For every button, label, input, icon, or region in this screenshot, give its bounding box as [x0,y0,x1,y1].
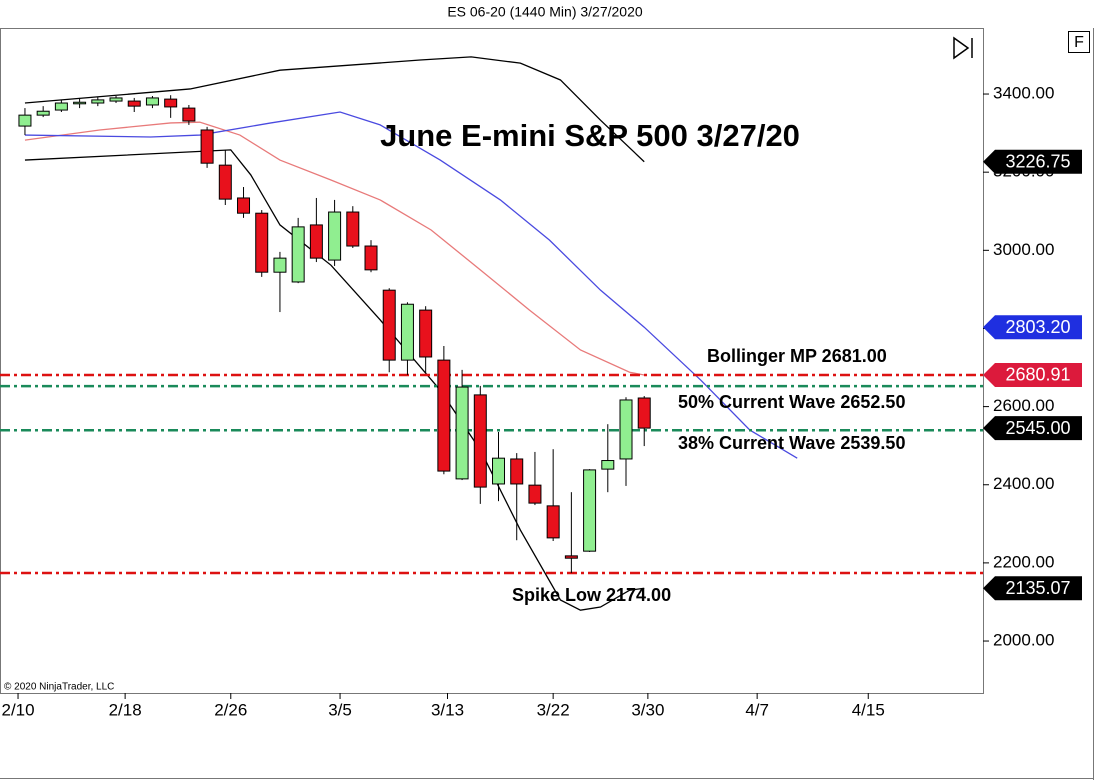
candle-body [437,359,451,472]
candle-body [91,99,105,104]
copyright: © 2020 NinjaTrader, LLC [4,682,114,693]
candle-body [637,397,651,429]
chart-title: June E-mini S&P 500 3/27/20 [380,118,800,153]
x-tick-label: 4/15 [852,700,885,719]
price-marker-label: 2803.20 [1005,317,1070,337]
y-tick-label: 3000.00 [993,240,1054,259]
candle-body [237,197,251,214]
candle-body [73,101,87,105]
candle-body [510,458,524,485]
plot-frame [0,28,984,694]
candle-body [473,394,487,488]
candle-body [200,129,214,164]
candle-body [564,555,578,559]
price-marker [983,362,1082,387]
candle-body [255,212,269,273]
x-tick-label: 3/13 [431,700,464,719]
candle-body [364,245,378,271]
badge-box[interactable] [1068,31,1090,53]
price-marker-label: 2135.07 [1005,578,1070,598]
hline-label: Spike Low 2174.00 [512,585,671,605]
candle-body [328,211,342,261]
play-icon[interactable] [953,36,973,60]
candle-body [492,457,506,485]
candle-body [346,211,360,247]
candle-body [127,100,141,107]
y-tick-label: 2400.00 [993,474,1054,493]
x-tick-label: 2/26 [214,700,247,719]
candle-body [601,460,615,470]
candle-body [583,469,597,552]
price-marker [983,576,1082,601]
candle-body [182,107,196,122]
candle-body [36,110,50,116]
candle-body [419,309,433,358]
header: ES 06-20 (1440 Min) 3/27/2020 [447,4,643,20]
price-marker [983,315,1082,340]
price-marker-label: 2545.00 [1005,418,1070,438]
candle-body [382,289,396,361]
candle-body [54,102,68,111]
badge: F [1074,34,1084,51]
price-marker-label: 2680.91 [1005,365,1070,385]
y-tick-label: 2200.00 [993,552,1054,571]
candle-body [309,224,323,259]
indicator-line [24,56,645,163]
candle-body [546,505,560,539]
candle-body [109,97,123,102]
indicator-line [24,121,645,376]
x-tick-label: 4/7 [745,700,769,719]
candle-body [164,98,178,108]
hline-label: 50% Current Wave 2652.50 [678,392,905,412]
candle-body [273,257,287,273]
marks: 2000.002200.002400.002600.002800.003000.… [0,56,1054,719]
x-tick-label: 3/5 [328,700,352,719]
y-tick-label: 2000.00 [993,631,1054,650]
candle-body [528,484,542,504]
candle-body [291,226,305,283]
price-marker [983,416,1082,441]
y-tick-label: 2600.00 [993,396,1054,415]
candle-body [400,303,414,361]
x-tick-label: 2/10 [1,700,34,719]
candle-body [455,386,469,480]
x-tick-label: 3/30 [631,700,664,719]
hline-label: 38% Current Wave 2539.50 [678,433,905,453]
hline-label: Bollinger MP 2681.00 [707,346,887,366]
candle-body [145,97,159,106]
y-tick-label: 3400.00 [993,84,1054,103]
candle-body [18,114,32,127]
price-marker [983,149,1082,174]
candle-body [619,399,633,460]
candle-body [218,164,232,200]
price-marker-label: 3226.75 [1005,151,1070,171]
x-tick-label: 2/18 [109,700,142,719]
x-tick-label: 3/22 [537,700,570,719]
